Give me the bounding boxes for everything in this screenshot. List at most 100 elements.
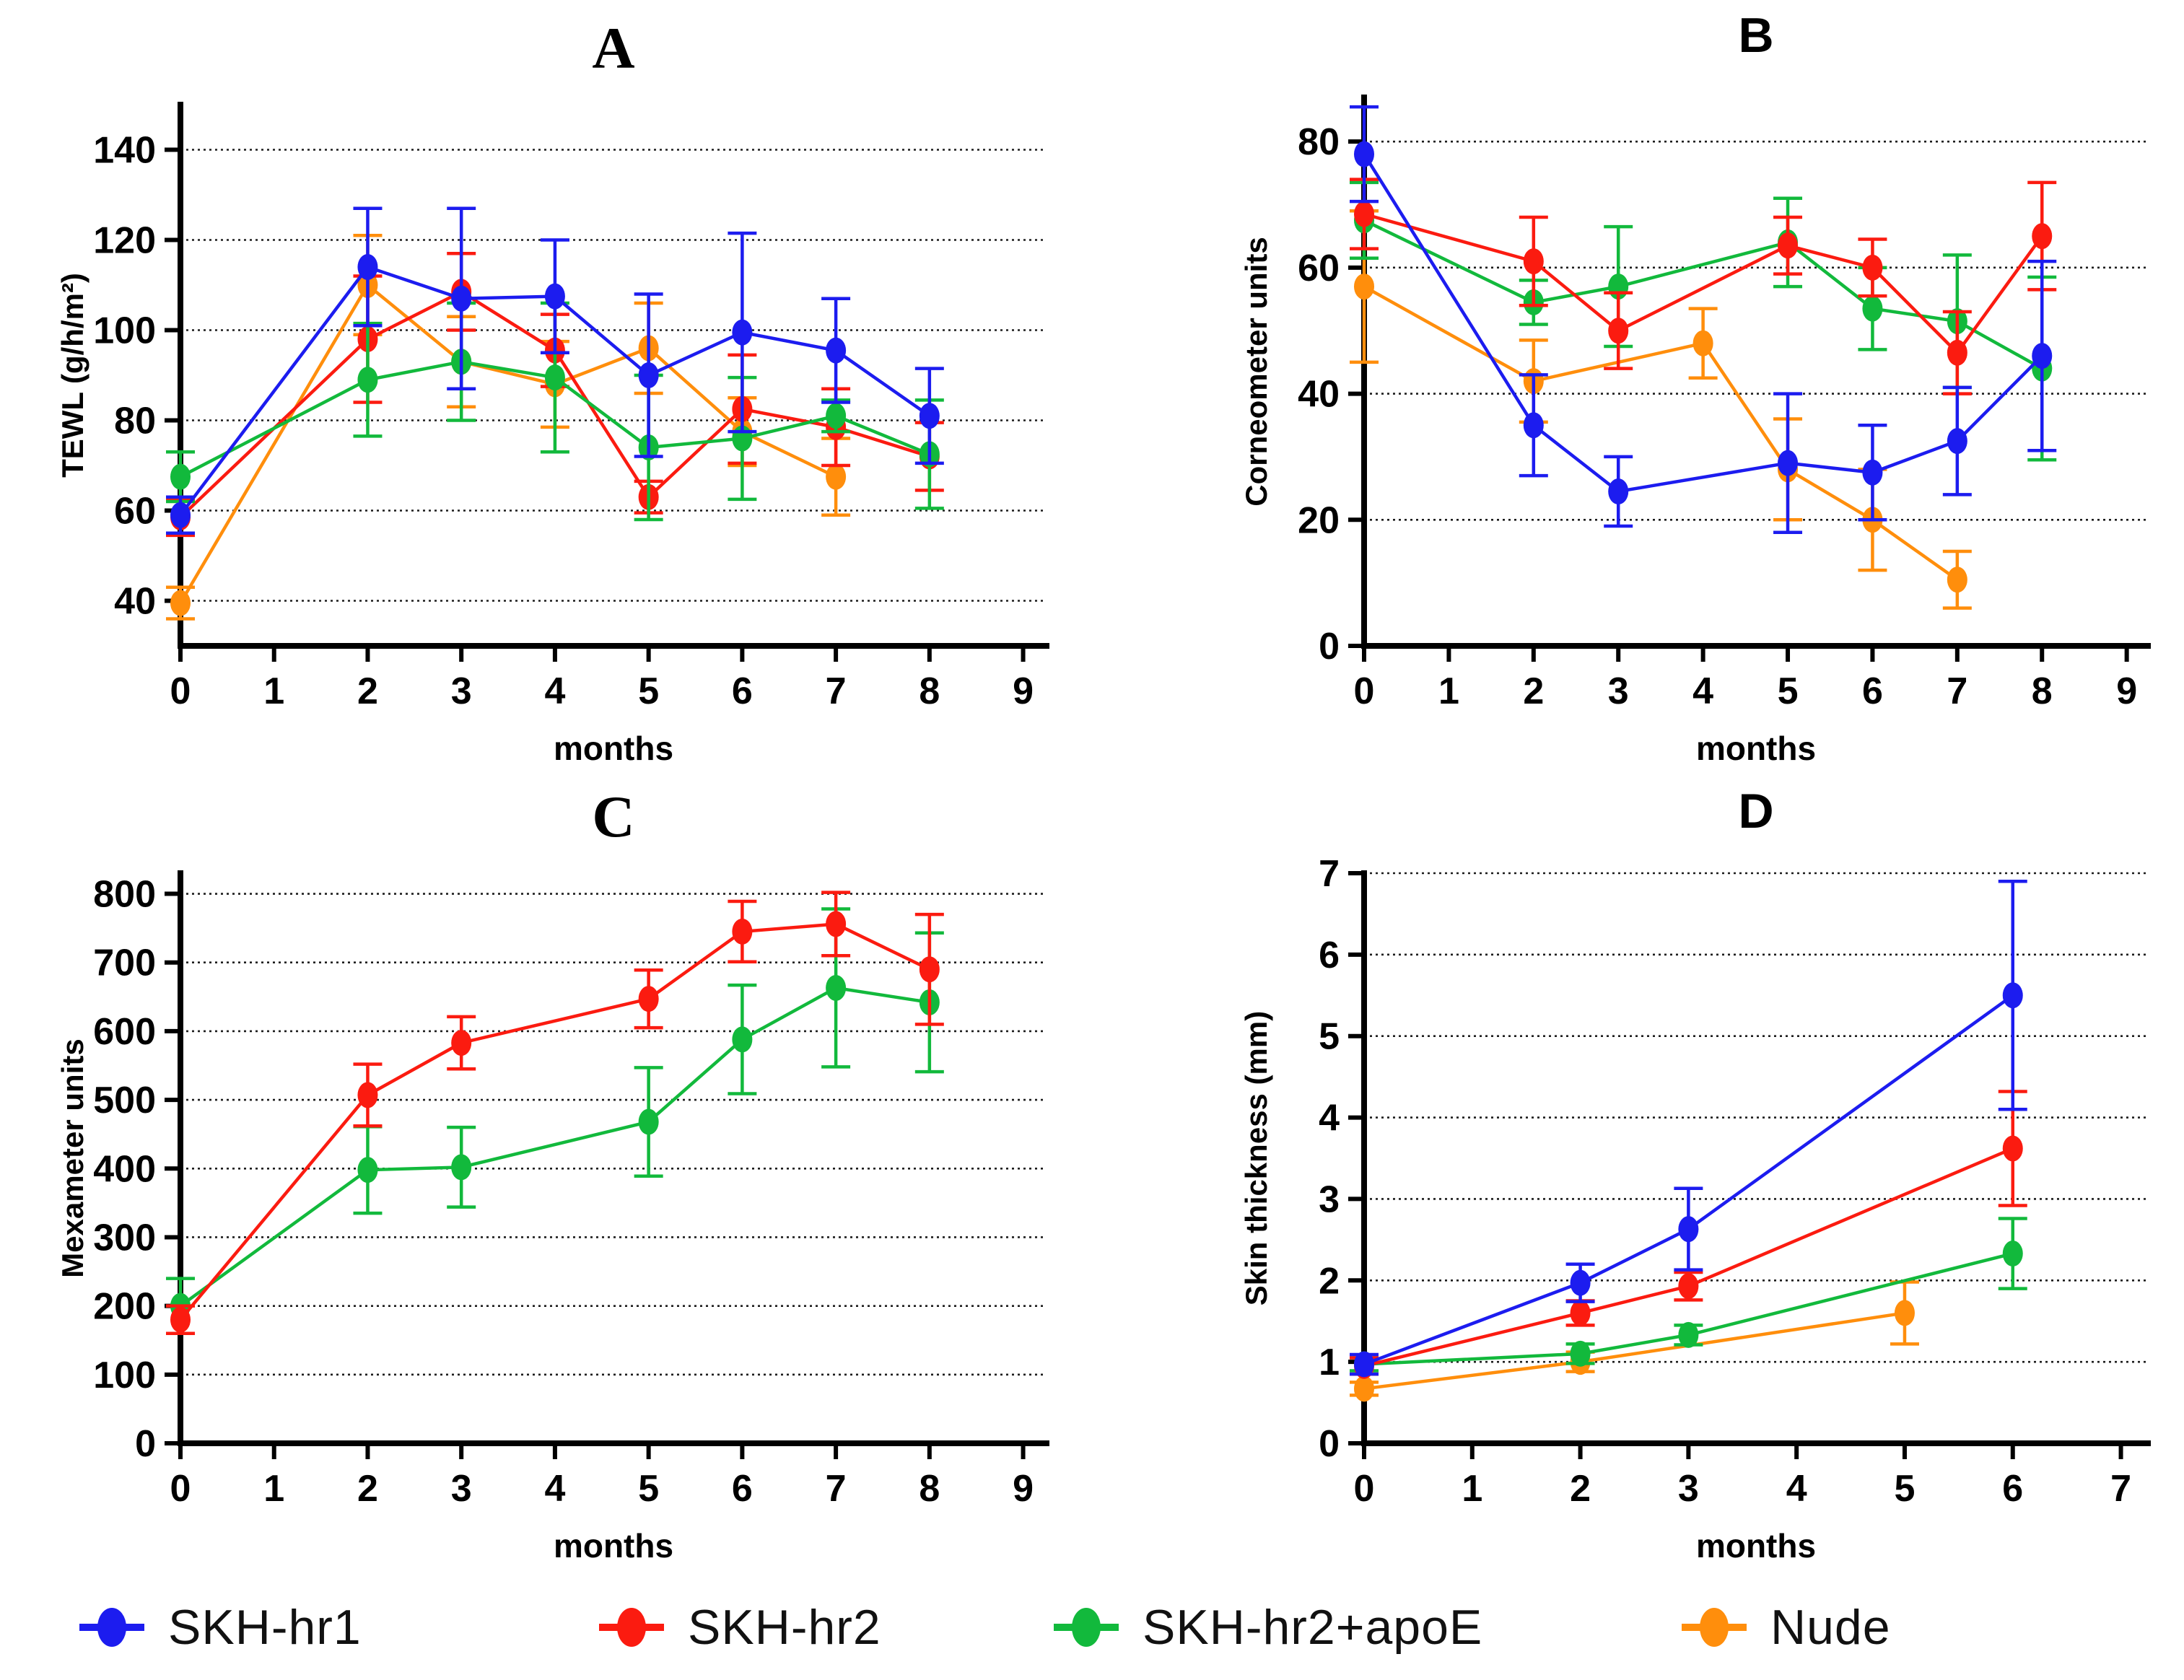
legend-label-skh-hr2-apoe: SKH-hr2+apoE (1143, 1600, 1483, 1655)
svg-text:1: 1 (263, 670, 284, 712)
chart-b-corneometer: 0 20 40 60 80 0 1 2 3 4 5 6 7 8 9 months Corneometer uni… (1239, 95, 2151, 767)
svg-text:8: 8 (919, 1468, 940, 1510)
svg-text:1: 1 (1462, 1468, 1482, 1510)
svg-text:7: 7 (1947, 670, 1967, 712)
svg-text:140: 140 (93, 130, 156, 172)
svg-text:4: 4 (544, 670, 565, 712)
legend-marker-skh-hr1-icon (79, 1608, 144, 1647)
svg-text:7: 7 (1319, 853, 1340, 895)
svg-text:80: 80 (114, 401, 156, 442)
svg-text:0: 0 (1319, 626, 1340, 668)
svg-text:40: 40 (114, 581, 156, 623)
svg-text:0: 0 (1354, 1468, 1375, 1510)
svg-text:0: 0 (135, 1423, 156, 1465)
svg-text:100: 100 (93, 310, 156, 352)
svg-text:80: 80 (1298, 121, 1340, 163)
svg-text:400: 400 (93, 1148, 156, 1190)
svg-text:months: months (1696, 1527, 1816, 1565)
svg-text:3: 3 (1608, 670, 1629, 712)
svg-text:800: 800 (93, 874, 156, 916)
chart-c-mexameter: 0 100 200 300 400 500 600 700 800 0 1 2 3 4 5 6 7 8 9 month… (56, 870, 1049, 1565)
svg-text:7: 7 (826, 1468, 847, 1510)
svg-text:600: 600 (93, 1011, 156, 1053)
legend-label-skh-hr2: SKH-hr2 (688, 1600, 881, 1655)
svg-text:6: 6 (2002, 1468, 2023, 1510)
svg-text:200: 200 (93, 1286, 156, 1328)
svg-text:5: 5 (1778, 670, 1799, 712)
svg-text:2: 2 (357, 670, 378, 712)
svg-text:2: 2 (1570, 1468, 1591, 1510)
legend-item-skh-hr1: SKH-hr1 (76, 1577, 362, 1678)
legend-label-skh-hr1: SKH-hr1 (168, 1600, 362, 1655)
svg-text:3: 3 (451, 1468, 472, 1510)
svg-text:8: 8 (919, 670, 940, 712)
chart-a-tewl: 40 60 80 100 120 140 0 1 2 3 4 5 6 7 8 9 months TEWL (g/h… (56, 102, 1049, 767)
svg-text:5: 5 (638, 670, 659, 712)
panel-a-title: A (592, 15, 635, 81)
svg-text:Corneometer units: Corneometer units (1239, 237, 1273, 506)
svg-text:500: 500 (93, 1080, 156, 1121)
svg-text:120: 120 (93, 220, 156, 262)
svg-text:1: 1 (263, 1468, 284, 1510)
legend-marker-nude-icon (1682, 1608, 1747, 1647)
legend-item-skh-hr2-apoe: SKH-hr2+apoE (1050, 1577, 1482, 1678)
svg-text:months: months (554, 1527, 673, 1565)
svg-text:6: 6 (1862, 670, 1883, 712)
svg-text:3: 3 (451, 670, 472, 712)
svg-text:0: 0 (1319, 1423, 1340, 1465)
svg-text:4: 4 (1692, 670, 1713, 712)
svg-text:6: 6 (732, 670, 753, 712)
svg-text:0: 0 (170, 1468, 191, 1510)
svg-text:6: 6 (1319, 935, 1340, 976)
panel-c: C 0 100 200 300 400 500 600 700 800 0 1 2 3 4 5 6 7 8 9 mon… (43, 783, 1083, 1573)
chart-d-skin-thickness: 0 1 2 3 4 5 6 7 0 1 2 3 4 5 6 7 months Skin thickness (mm… (1239, 853, 2151, 1565)
legend-marker-skh-hr2-apoe-icon (1054, 1608, 1119, 1647)
panel-d-title: D (1738, 784, 1774, 839)
svg-text:3: 3 (1319, 1178, 1340, 1220)
svg-text:Mexameter units: Mexameter units (56, 1038, 89, 1277)
svg-text:9: 9 (1013, 670, 1034, 712)
svg-text:1: 1 (1319, 1342, 1340, 1383)
svg-text:4: 4 (544, 1468, 565, 1510)
svg-text:5: 5 (1319, 1016, 1340, 1058)
svg-text:0: 0 (1354, 670, 1375, 712)
legend-item-skh-hr2: SKH-hr2 (595, 1577, 881, 1678)
panel-b-title: B (1738, 8, 1774, 63)
svg-text:7: 7 (826, 670, 847, 712)
svg-text:9: 9 (2116, 670, 2137, 712)
svg-text:4: 4 (1319, 1098, 1340, 1139)
svg-text:months: months (1696, 730, 1816, 767)
svg-text:60: 60 (1298, 248, 1340, 289)
legend-label-nude: Nude (1770, 1600, 1891, 1655)
svg-text:300: 300 (93, 1217, 156, 1259)
panel-a: A 40 60 80 100 120 140 0 1 2 3 4 5 6 7 8 9 months TEWL (g… (43, 14, 1083, 776)
svg-text:0: 0 (170, 670, 191, 712)
svg-text:5: 5 (1895, 1468, 1916, 1510)
legend-item-nude: Nude (1678, 1577, 1891, 1678)
svg-text:100: 100 (93, 1355, 156, 1396)
svg-text:9: 9 (1013, 1468, 1034, 1510)
svg-text:2: 2 (1319, 1260, 1340, 1302)
panel-d: D 0 1 2 3 4 5 6 7 0 1 2 3 4 5 6 7 months Skin thickness (… (1227, 783, 2184, 1573)
svg-text:5: 5 (638, 1468, 659, 1510)
svg-text:700: 700 (93, 942, 156, 984)
panel-c-title: C (592, 784, 635, 849)
svg-text:6: 6 (732, 1468, 753, 1510)
svg-text:TEWL (g/h/m²): TEWL (g/h/m²) (56, 273, 89, 478)
svg-text:months: months (554, 730, 673, 767)
svg-text:Skin thickness (mm): Skin thickness (mm) (1239, 1011, 1273, 1305)
svg-text:2: 2 (357, 1468, 378, 1510)
svg-text:60: 60 (114, 491, 156, 533)
svg-text:40: 40 (1298, 374, 1340, 416)
svg-text:3: 3 (1678, 1468, 1699, 1510)
figure-legend: SKH-hr1 SKH-hr2 SKH-hr2+apoE Nude (0, 1577, 2184, 1678)
panel-b: B 0 20 40 60 80 0 1 2 3 4 5 6 7 8 9 months Corneometer u… (1227, 7, 2184, 776)
svg-text:1: 1 (1438, 670, 1459, 712)
svg-text:7: 7 (2110, 1468, 2131, 1510)
svg-text:8: 8 (2032, 670, 2053, 712)
svg-text:4: 4 (1786, 1468, 1807, 1510)
svg-text:2: 2 (1523, 670, 1544, 712)
svg-text:20: 20 (1298, 499, 1340, 541)
legend-marker-skh-hr2-icon (599, 1608, 664, 1647)
